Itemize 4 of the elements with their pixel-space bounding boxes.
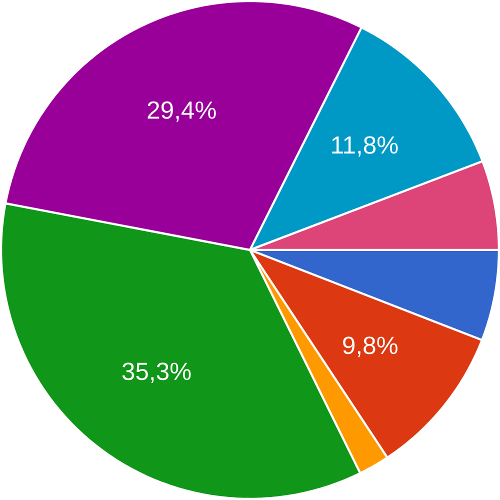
data-label: 29,4% bbox=[148, 101, 216, 122]
data-label: 11,8% bbox=[332, 136, 398, 157]
data-label: 35,3% bbox=[122, 362, 191, 384]
data-label: 9,8% bbox=[343, 336, 398, 358]
